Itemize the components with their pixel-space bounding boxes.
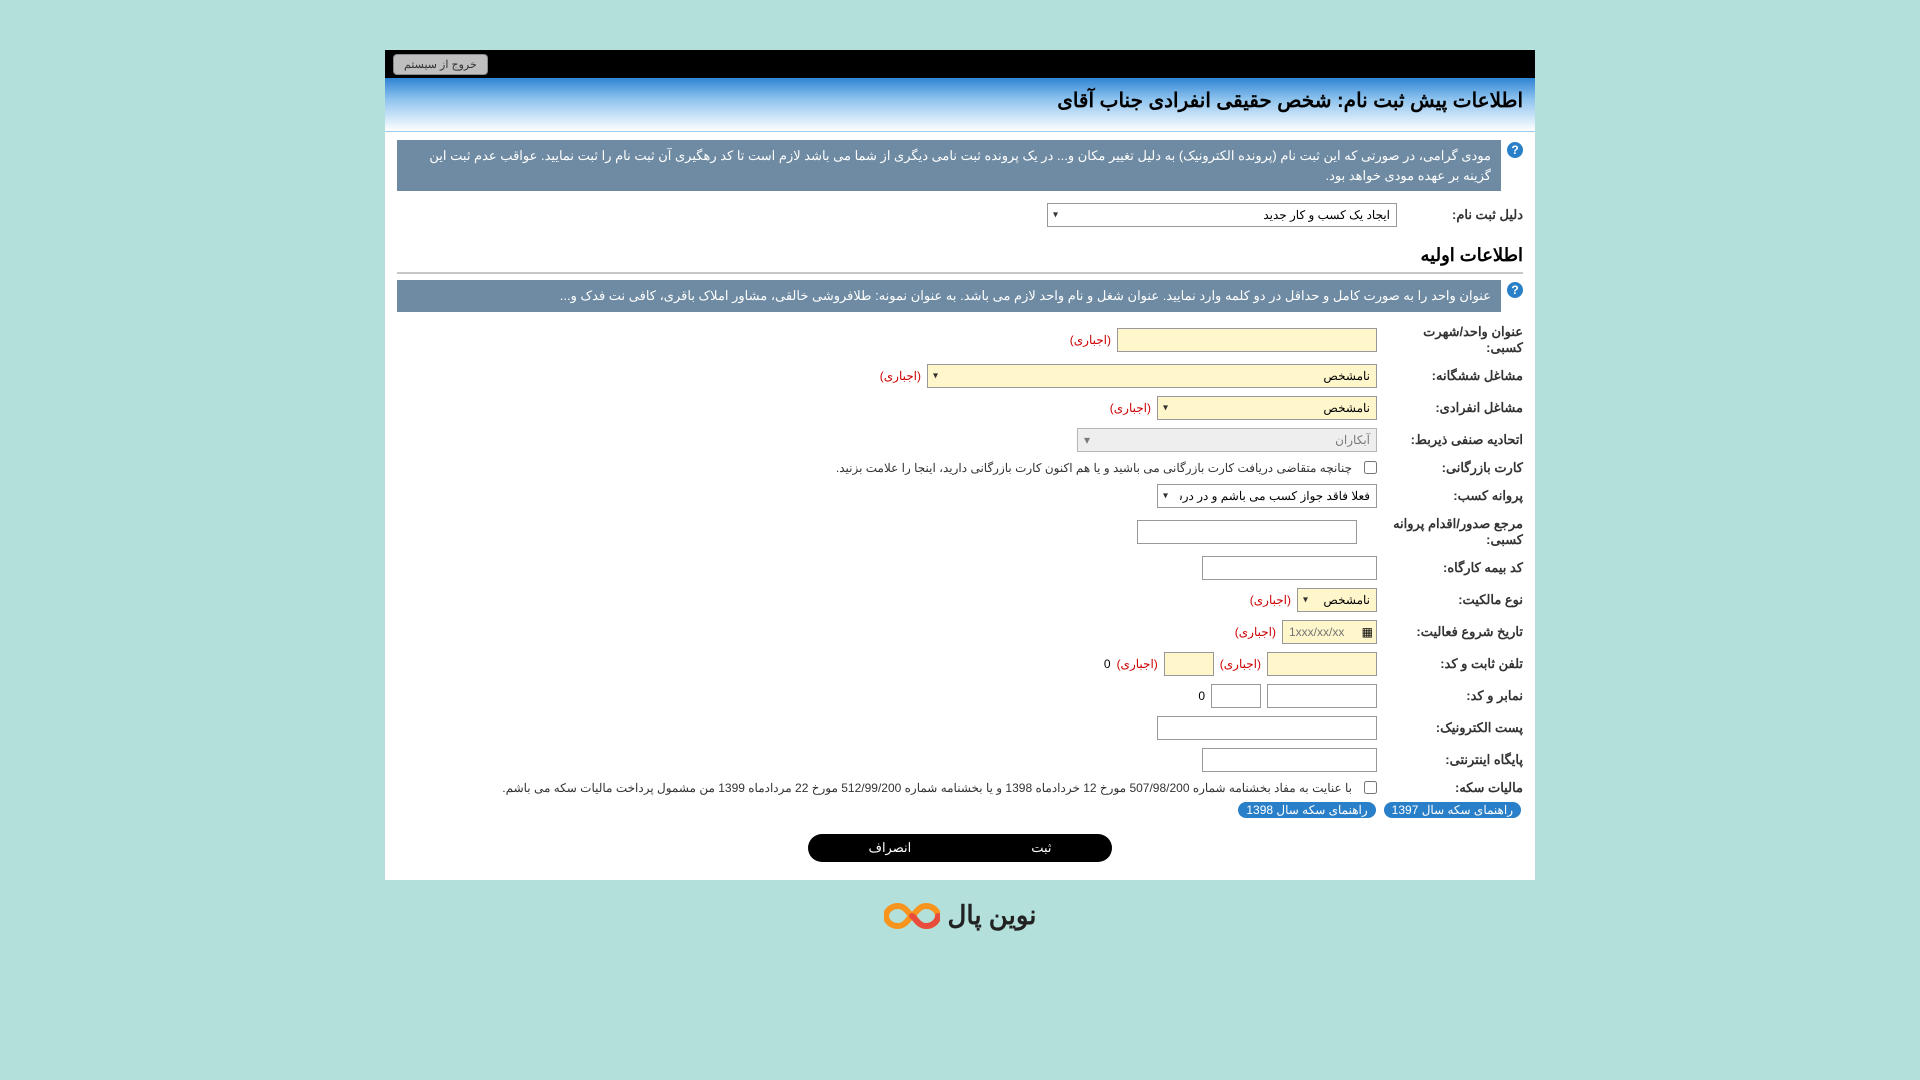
fax-zero: 0 <box>1198 689 1205 703</box>
commercial-card-text: چنانچه متقاضی دریافت کارت بازرگانی می با… <box>836 461 1352 475</box>
label-phone: تلفن ثابت و کد: <box>1383 656 1523 672</box>
required-mark: (اجباری) <box>1110 401 1151 415</box>
row-coin-tax: مالیات سکه: با عنایت به مفاد بخشنامه شما… <box>397 776 1523 822</box>
row-license: پروانه کسب: فعلا فاقد جواز کسب می باشم و… <box>397 480 1523 512</box>
submit-button[interactable]: ثبت <box>971 834 1111 862</box>
input-license-authority[interactable] <box>1137 520 1357 544</box>
required-mark: (اجباری) <box>1117 657 1158 671</box>
infinity-icon <box>884 898 940 934</box>
row-commercial-card: کارت بازرگانی: چنانچه متقاضی دریافت کارت… <box>397 456 1523 480</box>
label-commercial-card: کارت بازرگانی: <box>1383 460 1523 476</box>
link-guide-1397[interactable]: راهنمای سکه سال 1397 <box>1384 802 1521 818</box>
label-six-jobs: مشاغل ششگانه: <box>1383 368 1523 384</box>
select-reason[interactable]: ایجاد یک کسب و کار جدید <box>1047 203 1397 227</box>
checkbox-coin-tax[interactable] <box>1364 781 1377 794</box>
select-union[interactable]: آبکاران ▾ <box>1077 428 1377 452</box>
input-workshop-code[interactable] <box>1202 556 1377 580</box>
select-license[interactable]: فعلا فاقد جواز کسب می باشم و در درست اقد… <box>1157 484 1377 508</box>
required-mark: (اجباری) <box>1250 593 1291 607</box>
input-website[interactable] <box>1202 748 1377 772</box>
info-icon: ? <box>1507 282 1523 298</box>
label-website: پایگاه اینترنتی: <box>1383 752 1523 768</box>
row-reason: دلیل ثبت نام: ایجاد یک کسب و کار جدید <box>397 199 1523 231</box>
required-mark: (اجباری) <box>1220 657 1261 671</box>
label-individual-jobs: مشاغل انفرادی: <box>1383 400 1523 416</box>
app-container: خروج از سیستم اطلاعات پیش ثبت نام: شخص ح… <box>385 50 1535 880</box>
brand-text: نوین پال <box>948 900 1037 931</box>
input-phone-code[interactable] <box>1164 652 1214 676</box>
calendar-icon[interactable]: ▦ <box>1362 625 1373 639</box>
row-six-jobs: مشاغل ششگانه: نامشخص (اجباری) <box>397 360 1523 392</box>
row-license-authority: مرجع صدور/اقدام پروانه کسبی: <box>397 512 1523 552</box>
row-email: پست الکترونیک: <box>397 712 1523 744</box>
union-value: آبکاران <box>1335 433 1370 447</box>
brand-logo: نوین پال <box>884 898 1037 934</box>
phone-zero: 0 <box>1104 657 1111 671</box>
header-banner: اطلاعات پیش ثبت نام: شخص حقیقی انفرادی ج… <box>385 78 1535 132</box>
input-email[interactable] <box>1157 716 1377 740</box>
chevron-down-icon: ▾ <box>1084 433 1090 447</box>
notice-1: مودی گرامی، در صورتی که این ثبت نام (پرو… <box>397 140 1501 191</box>
input-fax-code[interactable] <box>1211 684 1261 708</box>
select-individual-jobs[interactable]: نامشخص <box>1157 396 1377 420</box>
link-guide-1398[interactable]: راهنمای سکه سال 1398 <box>1238 802 1375 818</box>
required-mark: (اجباری) <box>1070 333 1111 347</box>
required-mark: (اجباری) <box>880 369 921 383</box>
row-start-date: تاریخ شروع فعالیت: ▦ (اجباری) <box>397 616 1523 648</box>
label-start-date: تاریخ شروع فعالیت: <box>1383 624 1523 640</box>
row-union: اتحادیه صنفی ذیربط: آبکاران ▾ <box>397 424 1523 456</box>
label-coin-tax: مالیات سکه: <box>1383 780 1523 796</box>
page-title: اطلاعات پیش ثبت نام: شخص حقیقی انفرادی ج… <box>397 88 1523 113</box>
row-unit-title: عنوان واحد/شهرت کسبی: (اجباری) <box>397 320 1523 360</box>
select-six-jobs[interactable]: نامشخص <box>927 364 1377 388</box>
row-phone: تلفن ثابت و کد: (اجباری) (اجباری) 0 <box>397 648 1523 680</box>
label-reason: دلیل ثبت نام: <box>1403 207 1523 223</box>
label-unit-title: عنوان واحد/شهرت کسبی: <box>1383 324 1523 356</box>
notice-2: عنوان واحد را به صورت کامل و حداقل در دو… <box>397 280 1501 312</box>
label-fax: نمابر و کد: <box>1383 688 1523 704</box>
required-mark: (اجباری) <box>1235 625 1276 639</box>
checkbox-commercial-card[interactable] <box>1364 461 1377 474</box>
exit-button[interactable]: خروج از سیستم <box>393 54 488 75</box>
label-license: پروانه کسب: <box>1383 488 1523 504</box>
notice-row-2: ? عنوان واحد را به صورت کامل و حداقل در … <box>397 280 1523 312</box>
input-fax[interactable] <box>1267 684 1377 708</box>
coin-tax-text: با عنایت به مفاد بخشنامه شماره 507/98/20… <box>502 781 1352 795</box>
label-email: پست الکترونیک: <box>1383 720 1523 736</box>
button-row: ثبت انصراف <box>397 834 1523 862</box>
cancel-button[interactable]: انصراف <box>808 834 971 862</box>
label-ownership: نوع مالکیت: <box>1383 592 1523 608</box>
topbar: خروج از سیستم <box>385 50 1535 78</box>
label-license-authority: مرجع صدور/اقدام پروانه کسبی: <box>1363 516 1523 548</box>
info-icon: ? <box>1507 142 1523 158</box>
select-ownership[interactable]: نامشخص <box>1297 588 1377 612</box>
row-website: پایگاه اینترنتی: <box>397 744 1523 776</box>
notice-row-1: ? مودی گرامی، در صورتی که این ثبت نام (پ… <box>397 140 1523 191</box>
section-primary-title: اطلاعات اولیه <box>397 245 1523 274</box>
row-ownership: نوع مالکیت: نامشخص (اجباری) <box>397 584 1523 616</box>
row-fax: نمابر و کد: 0 <box>397 680 1523 712</box>
row-individual-jobs: مشاغل انفرادی: نامشخص (اجباری) <box>397 392 1523 424</box>
label-union: اتحادیه صنفی ذیربط: <box>1383 432 1523 448</box>
input-unit-title[interactable] <box>1117 328 1377 352</box>
input-phone[interactable] <box>1267 652 1377 676</box>
label-workshop-code: کد بیمه کارگاه: <box>1383 560 1523 576</box>
row-workshop-code: کد بیمه کارگاه: <box>397 552 1523 584</box>
content: ? مودی گرامی، در صورتی که این ثبت نام (پ… <box>385 132 1535 880</box>
